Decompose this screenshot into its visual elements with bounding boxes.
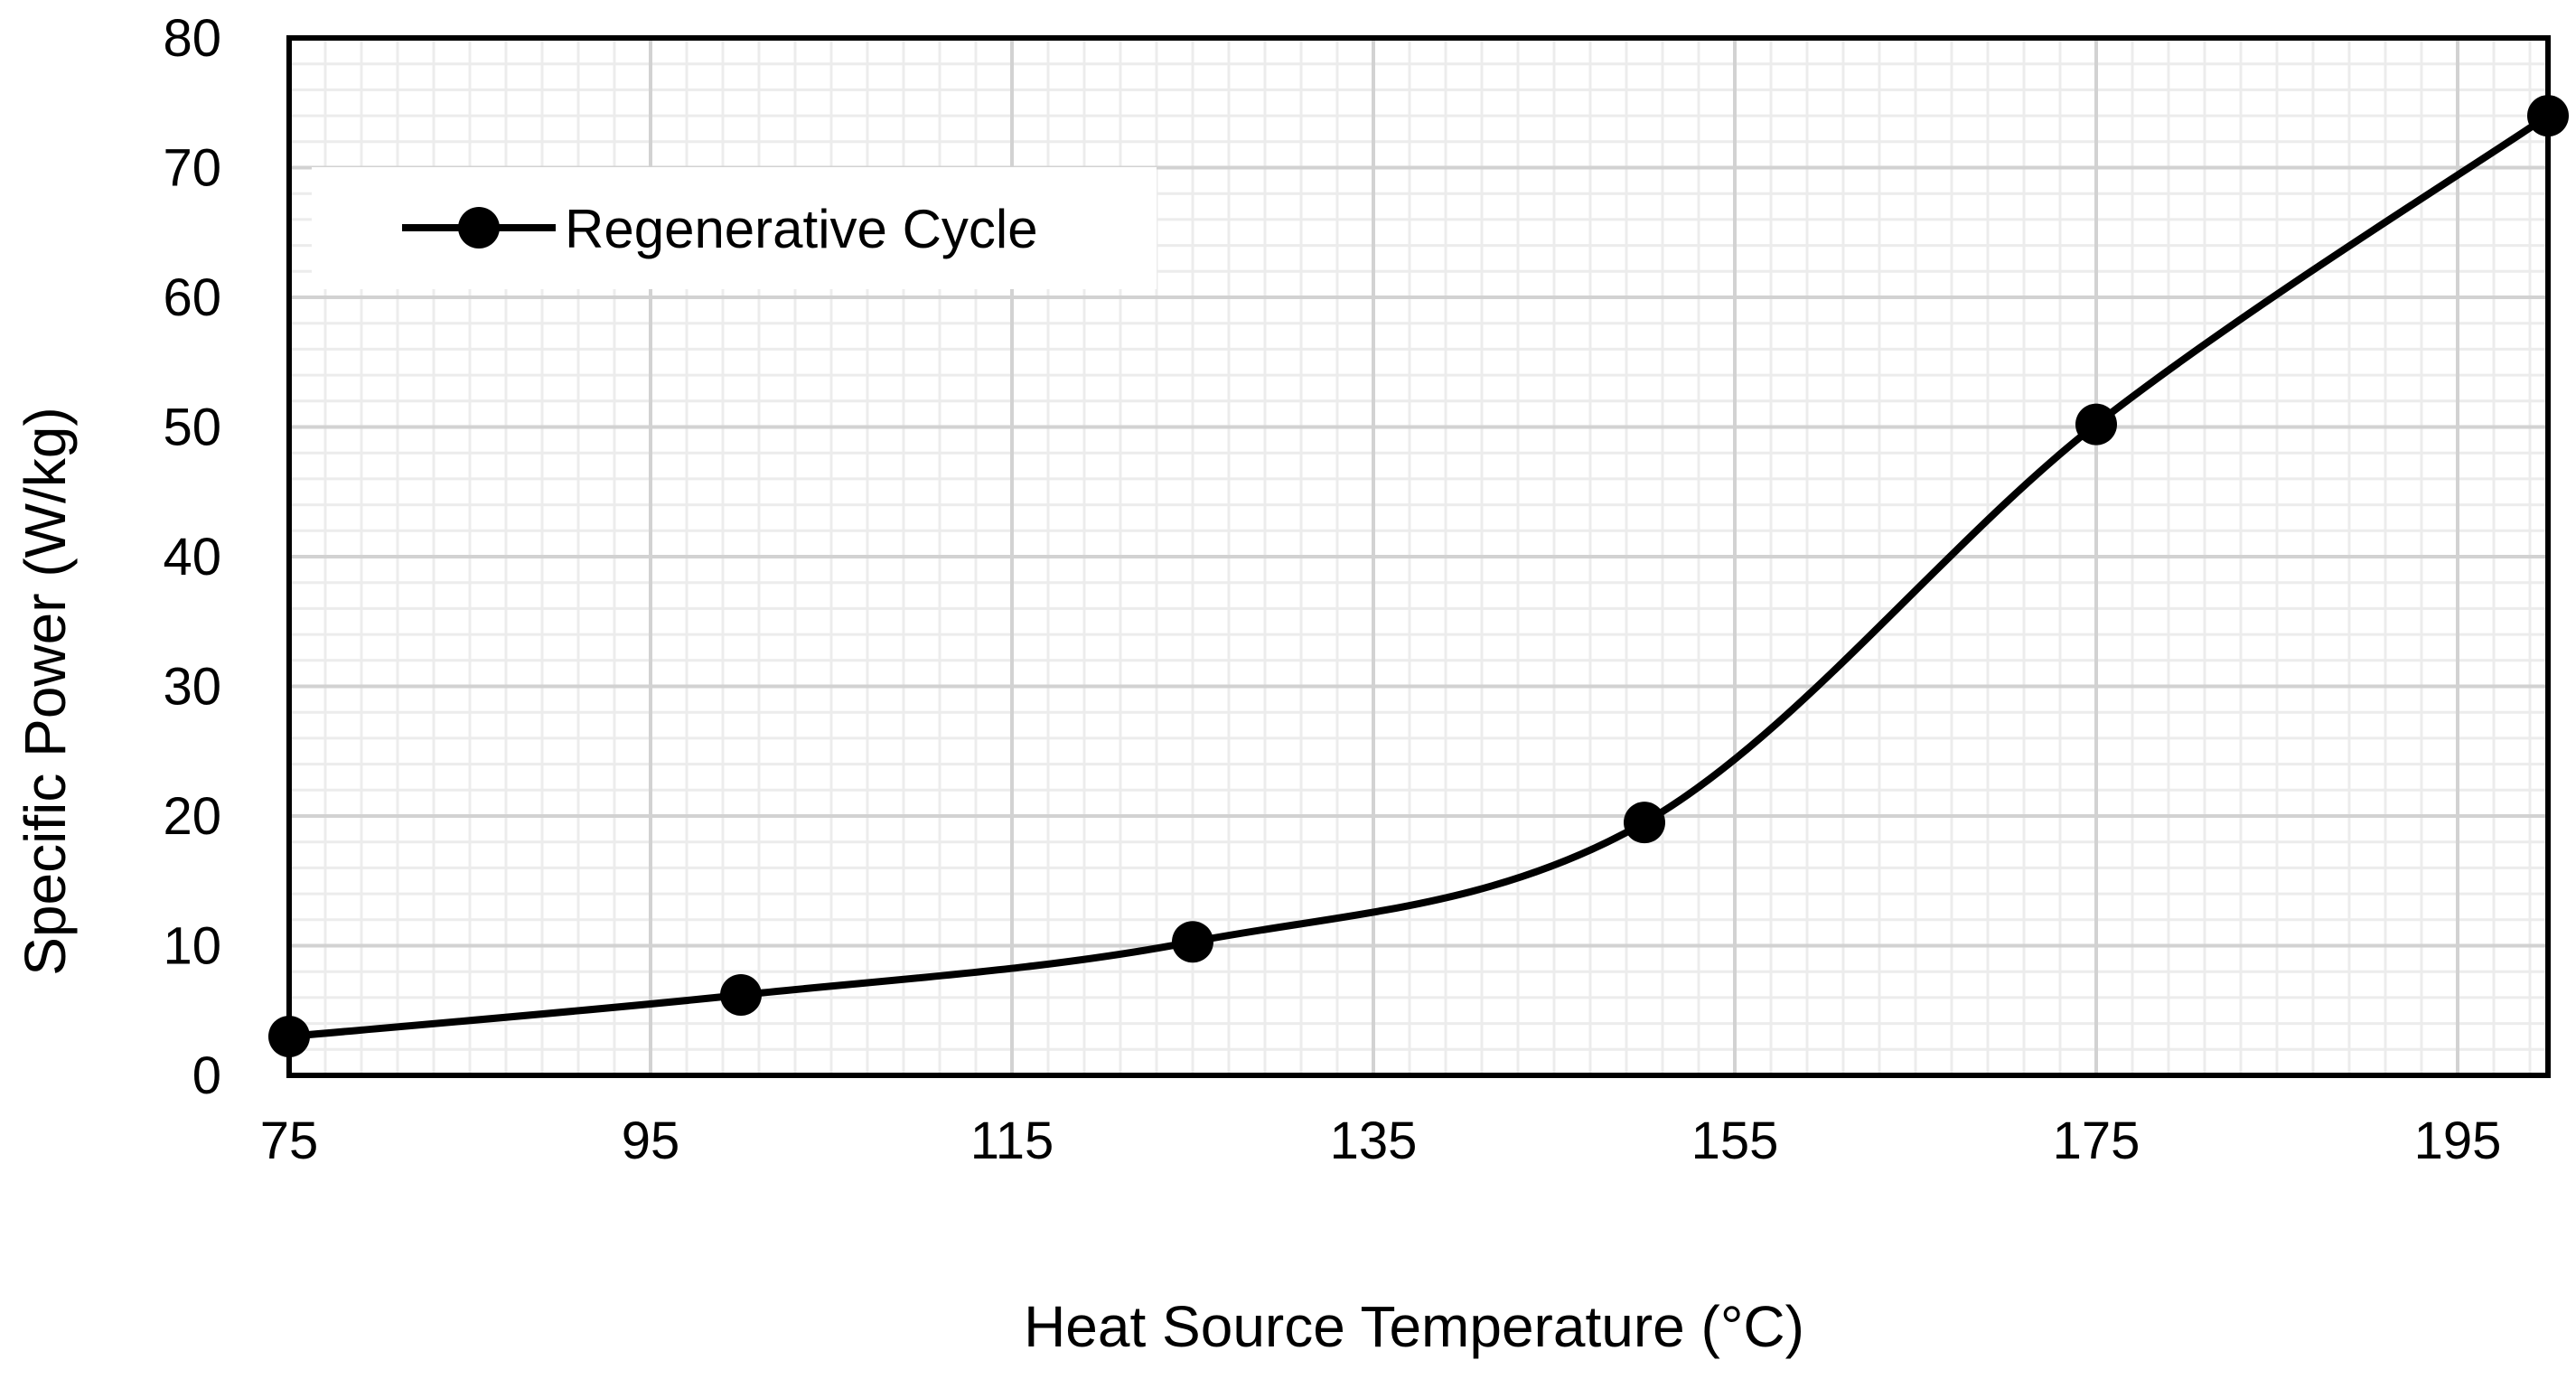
- x-axis-title: Heat Source Temperature (°C): [1024, 1294, 1804, 1359]
- series-line-regenerative-cycle: [288, 112, 2551, 1040]
- y-tick-label: 10: [163, 917, 221, 976]
- data-point-marker: [1624, 802, 1665, 844]
- data-point-marker: [720, 974, 762, 1017]
- x-tick-label: 95: [622, 1112, 680, 1170]
- series-layer: [268, 95, 2569, 1057]
- x-tick-label: 155: [1691, 1112, 1779, 1170]
- data-point-marker: [2527, 95, 2569, 137]
- x-tick-label: 135: [1330, 1112, 1418, 1170]
- y-tick-label: 30: [163, 658, 221, 717]
- y-tick-label: 60: [163, 268, 221, 327]
- legend-label-regenerative-cycle: Regenerative Cycle: [565, 199, 1038, 259]
- data-point-marker: [1172, 921, 1213, 963]
- data-point-marker: [2075, 403, 2117, 446]
- x-tick-label: 75: [260, 1112, 319, 1170]
- y-tick-label: 80: [163, 9, 221, 68]
- y-axis-title: Specific Power (W/kg): [13, 407, 78, 975]
- legend: Regenerative Cycle: [312, 167, 1157, 289]
- x-tick-label: 195: [2414, 1112, 2502, 1170]
- x-tick-label: 115: [970, 1112, 1054, 1170]
- y-tick-label: 0: [192, 1046, 221, 1105]
- y-tick-label: 20: [163, 787, 221, 846]
- plot-area-frame: [286, 35, 2551, 1078]
- y-axis-tick-labels: 0 10 20 30 40 50 60 70 80: [163, 9, 221, 1105]
- y-tick-label: 40: [163, 528, 221, 586]
- y-tick-label: 50: [163, 399, 221, 457]
- x-tick-label: 175: [2053, 1112, 2140, 1170]
- x-axis-tick-labels: 75 95 115 135 155 175 195: [260, 1112, 2502, 1170]
- data-point-marker: [268, 1015, 310, 1057]
- y-tick-label: 70: [163, 139, 221, 198]
- legend-marker: [458, 207, 500, 249]
